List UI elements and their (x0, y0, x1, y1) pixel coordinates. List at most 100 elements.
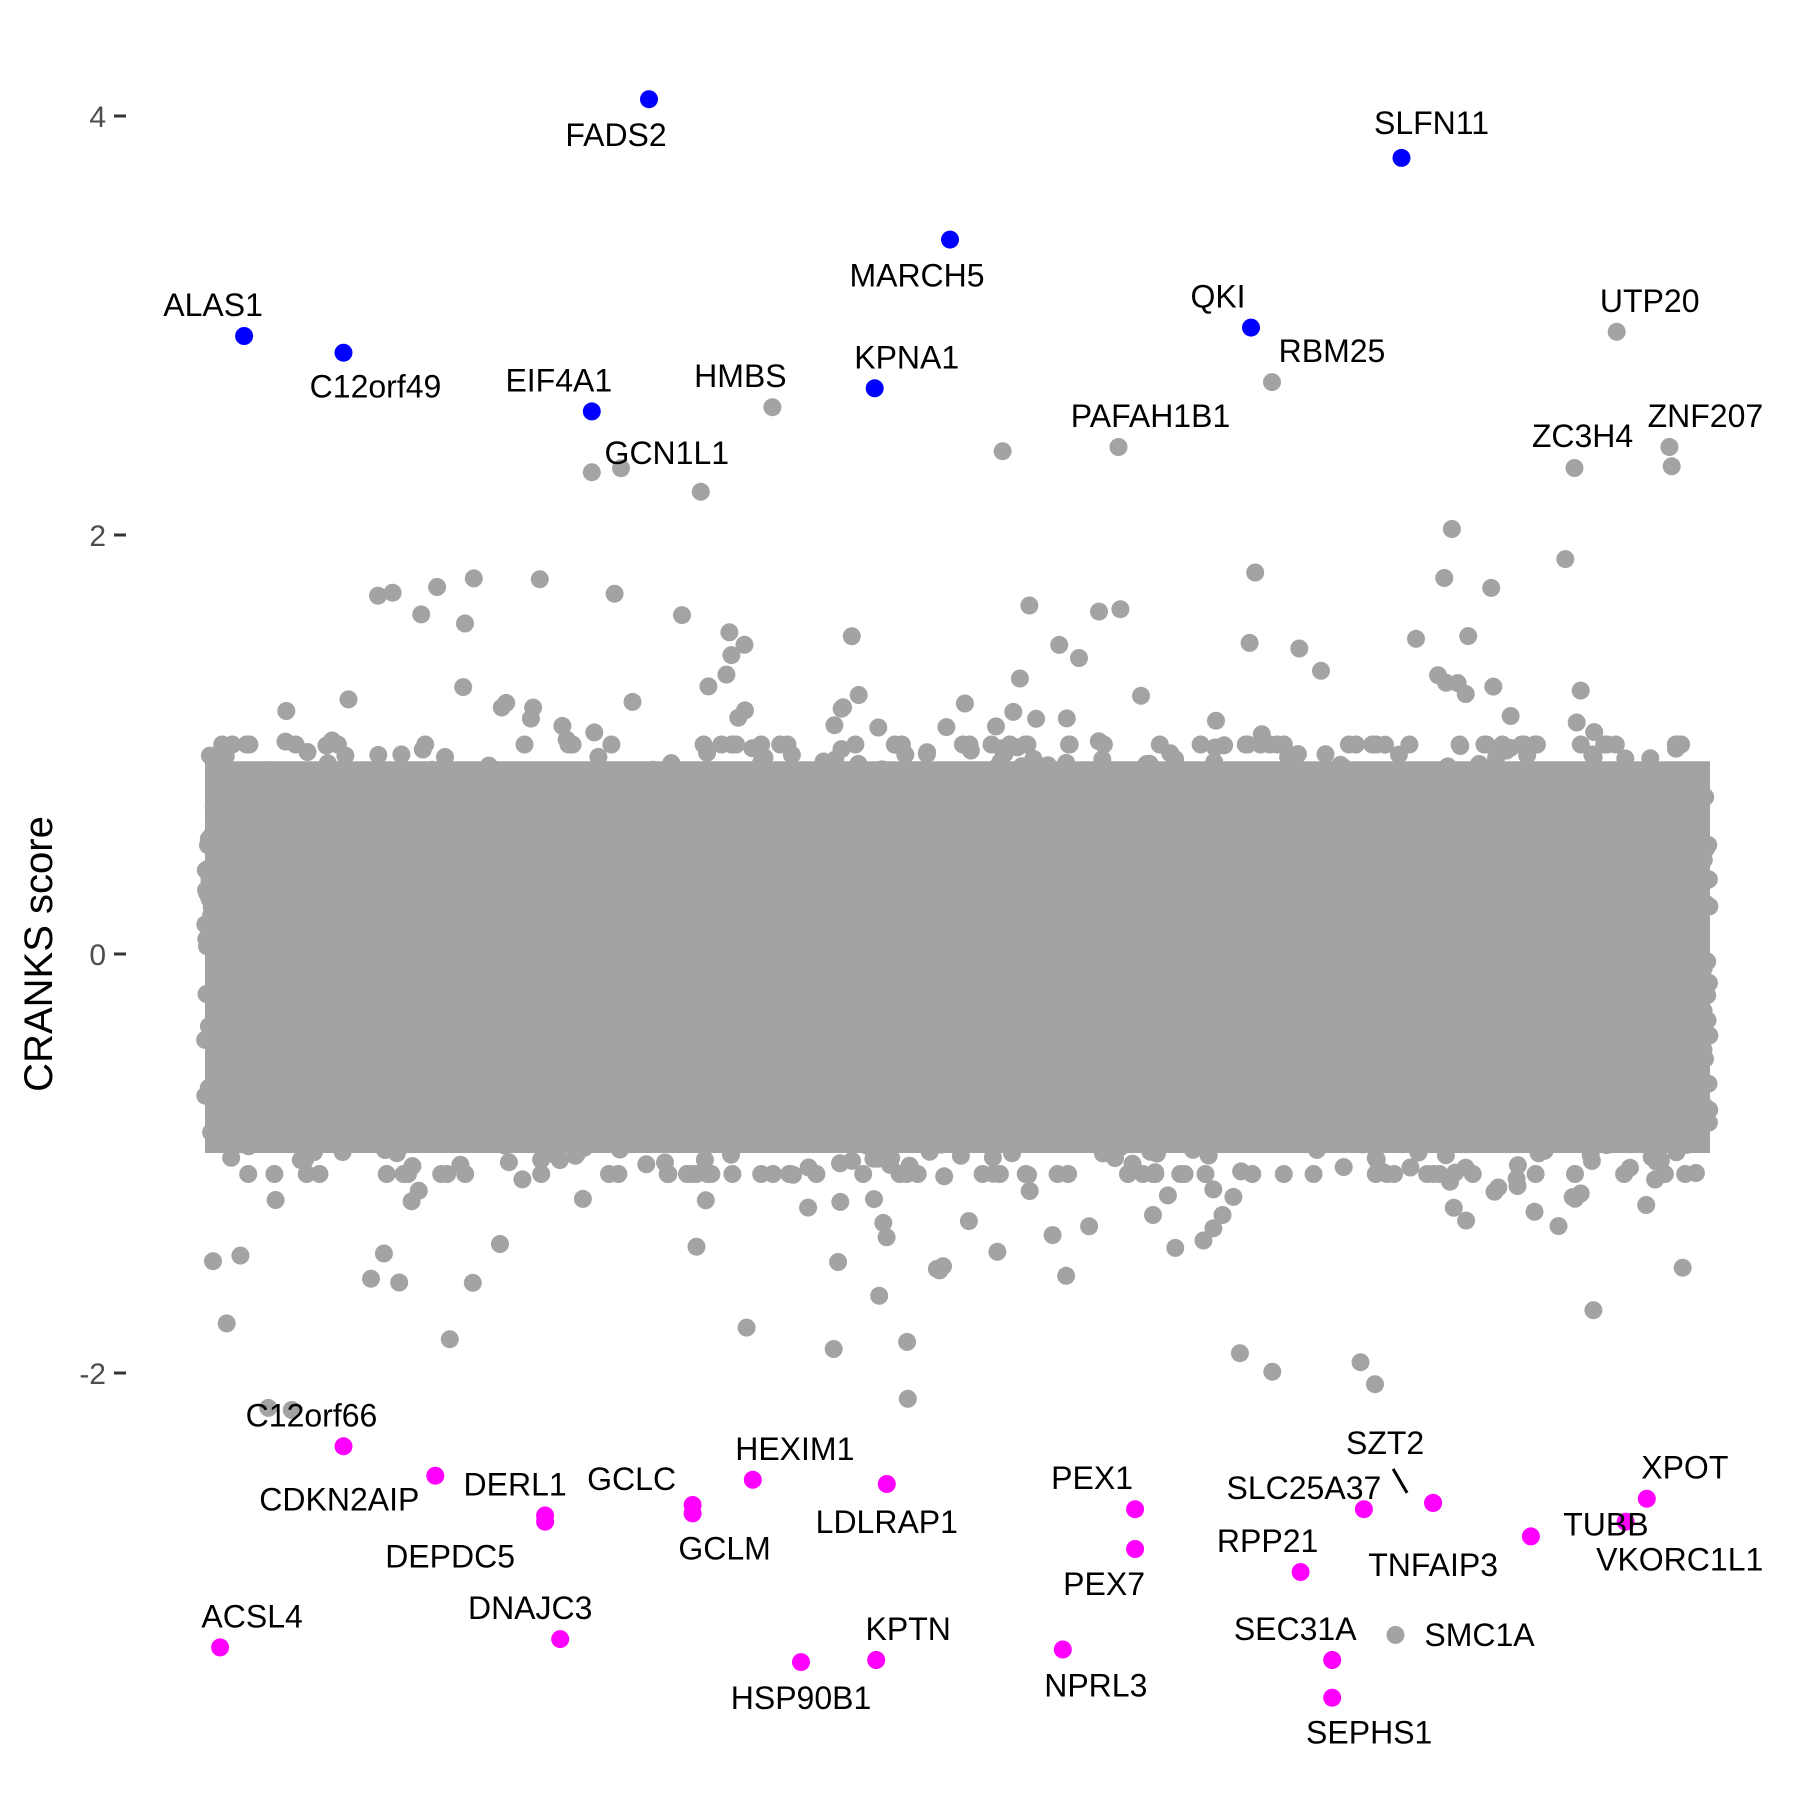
gene-point (1442, 520, 1461, 538)
gene-point (392, 745, 411, 764)
gene-point (1457, 1211, 1476, 1230)
gene-point (440, 1330, 459, 1349)
gene-point (1444, 1198, 1463, 1217)
gene-point (369, 745, 388, 764)
gene-point (886, 735, 904, 754)
gene-point (239, 1165, 258, 1183)
gene-point (1215, 736, 1234, 755)
gene-point (585, 723, 604, 742)
gene-point (1508, 1177, 1527, 1195)
gene-point (266, 1191, 285, 1209)
gene-point (799, 1198, 818, 1217)
gene-point (720, 623, 739, 642)
gene-point (1057, 709, 1076, 728)
gene-point (515, 735, 534, 754)
gene-point (432, 1165, 451, 1183)
gene-point (1146, 1163, 1165, 1182)
gene-point (1290, 639, 1309, 658)
gene-point (1059, 1165, 1078, 1183)
gene-point (1316, 745, 1335, 764)
gene-point (412, 605, 431, 624)
gene-point (491, 1235, 509, 1253)
gene-point (961, 741, 980, 760)
gene-point (993, 442, 1012, 461)
gene-point (282, 1401, 301, 1419)
gene-point (1450, 735, 1469, 754)
gene-point (955, 694, 974, 713)
gene-point (890, 1165, 909, 1183)
gene-point (1070, 649, 1088, 667)
gene-point (1435, 569, 1454, 587)
gene-point (1094, 735, 1113, 754)
gene-point (1501, 707, 1520, 725)
gene-point (824, 1340, 843, 1358)
gene-point (870, 1286, 889, 1305)
gene-point (737, 1318, 756, 1337)
gene-point (722, 646, 741, 665)
gene-point (831, 1192, 850, 1211)
gene-point (428, 578, 447, 596)
gene-point (1676, 1165, 1695, 1183)
gene-point (1459, 627, 1478, 646)
gene-point (1191, 735, 1210, 754)
gene-point (403, 1157, 422, 1176)
gene-point (735, 635, 754, 654)
gene-point (464, 569, 483, 588)
gene-point (1020, 596, 1039, 615)
gene-point (727, 735, 746, 754)
gene-point (723, 1165, 742, 1183)
gene-point (1367, 1150, 1386, 1169)
gene-point (1161, 744, 1180, 763)
gene-point (973, 1165, 992, 1183)
gene-point (695, 1150, 714, 1169)
background-points-layer (196, 442, 1719, 1419)
gene-point (1501, 738, 1520, 757)
gene-point (937, 718, 956, 737)
gene-point (456, 1165, 475, 1183)
gene-point (1368, 1163, 1386, 1182)
gene-point (869, 1149, 888, 1168)
gene-point (600, 1165, 618, 1183)
gene-point (553, 716, 572, 735)
gene-point (1666, 735, 1685, 754)
gene-point (612, 459, 630, 478)
gene-point (637, 1155, 656, 1174)
gene-point (673, 606, 691, 625)
gene-point (877, 1228, 896, 1247)
gene-point (717, 665, 736, 684)
gene-point (1566, 1165, 1584, 1183)
gene-point (799, 1158, 818, 1177)
gene-point (1482, 578, 1501, 597)
gene-point (310, 1165, 329, 1183)
gene-point (1263, 1362, 1282, 1381)
gene-point (1194, 1231, 1213, 1250)
gene-point (1456, 685, 1475, 703)
gene-point (1441, 1172, 1459, 1191)
gene-point (265, 1165, 284, 1183)
gene-point (200, 746, 219, 765)
gene-point (374, 1244, 393, 1263)
gene-point (298, 743, 317, 761)
gene-point (204, 1252, 222, 1271)
gene-point (1508, 1156, 1527, 1175)
gene-point (291, 1151, 310, 1169)
gene-point (1019, 1165, 1038, 1184)
gene-point (409, 1181, 428, 1200)
gene-point (825, 716, 844, 735)
gene-point (623, 692, 642, 711)
gene-point (1485, 1182, 1504, 1201)
gene-point (1475, 735, 1494, 754)
gene-point (276, 732, 295, 751)
gene-point (1043, 1226, 1062, 1245)
gene-point (849, 686, 868, 704)
gene-point (743, 739, 762, 758)
gene-point (1484, 677, 1503, 696)
gene-point (699, 677, 718, 696)
gene-point (416, 735, 435, 754)
gene-point (1400, 735, 1419, 754)
gene-point (696, 1191, 715, 1210)
gene-point (563, 735, 582, 754)
gene-point (698, 1165, 717, 1183)
gene-point (339, 690, 358, 709)
